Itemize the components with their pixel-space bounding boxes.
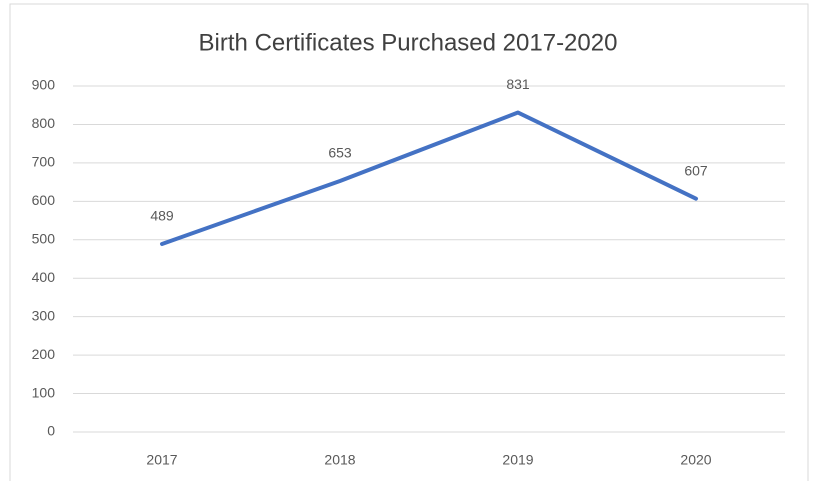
y-tick-label: 700 (32, 154, 56, 170)
y-tick-label: 300 (32, 307, 56, 323)
y-tick-label: 0 (47, 423, 55, 439)
line-series (160, 110, 698, 247)
data-label: 489 (150, 208, 174, 224)
y-tick-label: 500 (32, 230, 56, 246)
x-tick-label: 2020 (680, 452, 711, 468)
y-tick-label: 400 (32, 269, 56, 285)
y-tick-label: 800 (32, 115, 56, 131)
chart-title: Birth Certificates Purchased 2017-2020 (199, 29, 618, 56)
x-tick-label: 2019 (502, 452, 533, 468)
y-tick-label: 100 (32, 384, 56, 400)
y-tick-label: 900 (32, 77, 56, 93)
data-label: 831 (506, 76, 530, 92)
y-tick-label: 600 (32, 192, 56, 208)
data-label: 653 (328, 145, 352, 161)
y-tick-label: 200 (32, 346, 56, 362)
x-tick-label: 2017 (146, 452, 177, 468)
chart-frame (9, 3, 809, 481)
x-tick-label: 2018 (324, 452, 355, 468)
data-label: 607 (684, 162, 708, 178)
